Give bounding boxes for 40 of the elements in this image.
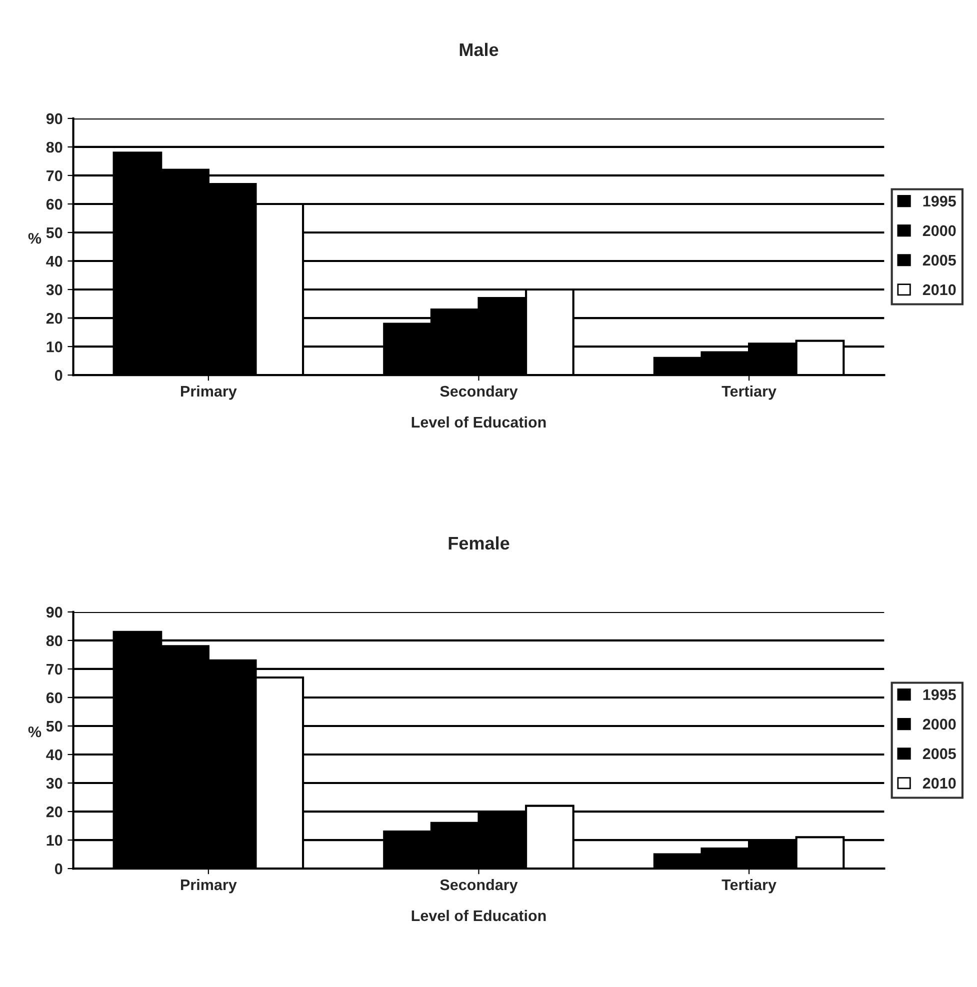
- y-tick-label: 40: [46, 256, 62, 267]
- legend-label: 2005: [922, 748, 956, 760]
- y-tick-label: 20: [46, 806, 62, 818]
- y-tick-label: 70: [46, 170, 62, 182]
- legend-label: 2010: [922, 778, 956, 789]
- y-tick-label: 0: [54, 370, 62, 381]
- x-tick-label: Tertiary: [722, 878, 776, 894]
- x-tick-label: Secondary: [440, 385, 518, 400]
- legend-label: 2005: [922, 254, 956, 266]
- legend-label: 1995: [923, 196, 956, 207]
- y-tick-label: 40: [46, 749, 62, 760]
- y-tick-label: 30: [46, 284, 62, 296]
- x-axis-title: Level of Education: [412, 910, 546, 922]
- y-tick-label: 30: [46, 778, 62, 789]
- x-tick-label: Tertiary: [722, 385, 776, 400]
- y-tick-label: 90: [46, 113, 62, 124]
- y-tick-label: 50: [46, 720, 62, 732]
- legend-label: 2000: [922, 718, 956, 730]
- y-axis-title: %: [28, 232, 42, 244]
- legend-label: 2000: [922, 225, 956, 236]
- y-tick-label: 80: [46, 142, 62, 153]
- legend-label: 2010: [922, 284, 956, 296]
- x-tick-label: Secondary: [440, 878, 518, 894]
- x-tick-label: Primary: [180, 385, 237, 400]
- y-tick-label: 60: [46, 692, 62, 704]
- y-tick-label: 80: [46, 635, 62, 646]
- y-tick-label: 10: [46, 834, 62, 846]
- y-tick-label: 70: [46, 664, 62, 675]
- y-axis-title: %: [28, 726, 42, 738]
- x-axis-title: Level of Education: [412, 416, 546, 428]
- y-tick-label: 20: [46, 312, 62, 324]
- y-tick-label: 60: [46, 198, 62, 210]
- y-tick-label: 0: [54, 863, 62, 874]
- chart-title: Female: [448, 536, 510, 550]
- chart-title: Male: [460, 42, 498, 56]
- x-tick-label: Primary: [180, 878, 237, 894]
- legend-label: 1995: [923, 689, 956, 700]
- y-tick-label: 90: [46, 606, 62, 618]
- y-tick-label: 50: [46, 227, 62, 238]
- y-tick-label: 10: [46, 341, 62, 352]
